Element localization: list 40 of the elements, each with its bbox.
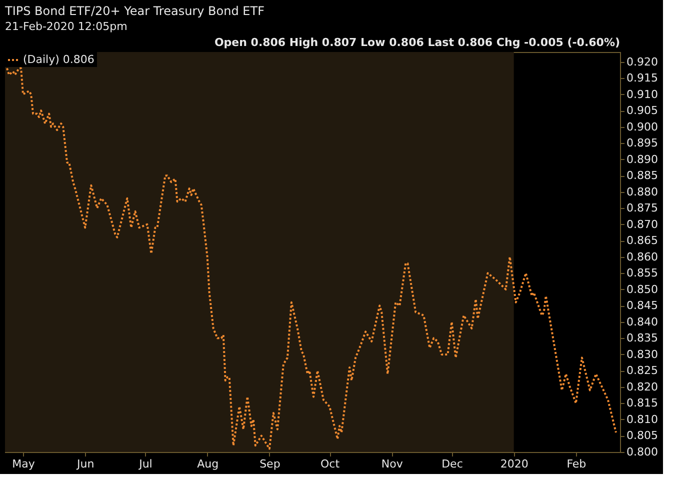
y-tick-label: 0.845 xyxy=(626,299,658,312)
x-tick-label: Jul xyxy=(138,458,152,470)
y-tick-label: 0.840 xyxy=(626,315,658,328)
x-tick-label: 2020 xyxy=(500,458,528,470)
y-tick-label: 0.805 xyxy=(626,429,658,442)
y-tick-label: 0.900 xyxy=(626,120,658,134)
line-series xyxy=(6,67,617,450)
y-tick-label: 0.800 xyxy=(626,446,658,458)
x-tick-label: Aug xyxy=(197,458,219,470)
text: Open 0.806 High 0.807 Low 0.806 Last 0.806 Chg -0.005 (-0.60%) xyxy=(214,36,620,49)
x-tick-label: Feb xyxy=(566,458,586,470)
y-tick-label: 0.905 xyxy=(626,104,658,118)
y-tick-label: 0.915 xyxy=(626,72,658,85)
x-tick-label: Nov xyxy=(381,458,404,470)
y-tick-label: 0.810 xyxy=(626,412,658,426)
y-tick-label: 0.835 xyxy=(626,332,658,345)
y-tick-label: 0.875 xyxy=(626,202,658,215)
y-tick-label: 0.910 xyxy=(626,88,658,101)
y-tick-label: 0.825 xyxy=(626,364,658,378)
y-tick-label: 0.865 xyxy=(626,234,658,248)
x-tick-label: Sep xyxy=(260,458,280,470)
y-tick-label: 0.885 xyxy=(626,169,658,182)
x-tick-label: Dec xyxy=(442,458,463,470)
x-tick-label: Jun xyxy=(76,458,94,470)
chart-subtitle: 21-Feb-2020 12:05pm xyxy=(5,20,128,33)
y-tick-label: 0.920 xyxy=(626,55,658,68)
y-tick-label: 0.895 xyxy=(626,136,658,150)
y-tick-label: 0.830 xyxy=(626,348,658,361)
y-tick-label: 0.880 xyxy=(626,185,658,198)
y-tick-label: 0.855 xyxy=(626,266,658,280)
y-tick-label: 0.890 xyxy=(626,152,658,166)
y-tick-label: 0.850 xyxy=(626,282,658,296)
chart-title: TIPS Bond ETF/20+ Year Treasury Bond ETF xyxy=(4,4,265,18)
y-tick-label: 0.860 xyxy=(626,250,658,264)
y-tick-label: 0.870 xyxy=(626,218,658,231)
x-tick-label: May xyxy=(12,458,36,470)
legend-label: (Daily) 0.806 xyxy=(23,53,94,66)
y-tick-label: 0.815 xyxy=(626,396,658,410)
x-tick-label: Oct xyxy=(320,458,340,470)
y-tick-label: 0.820 xyxy=(626,380,658,394)
